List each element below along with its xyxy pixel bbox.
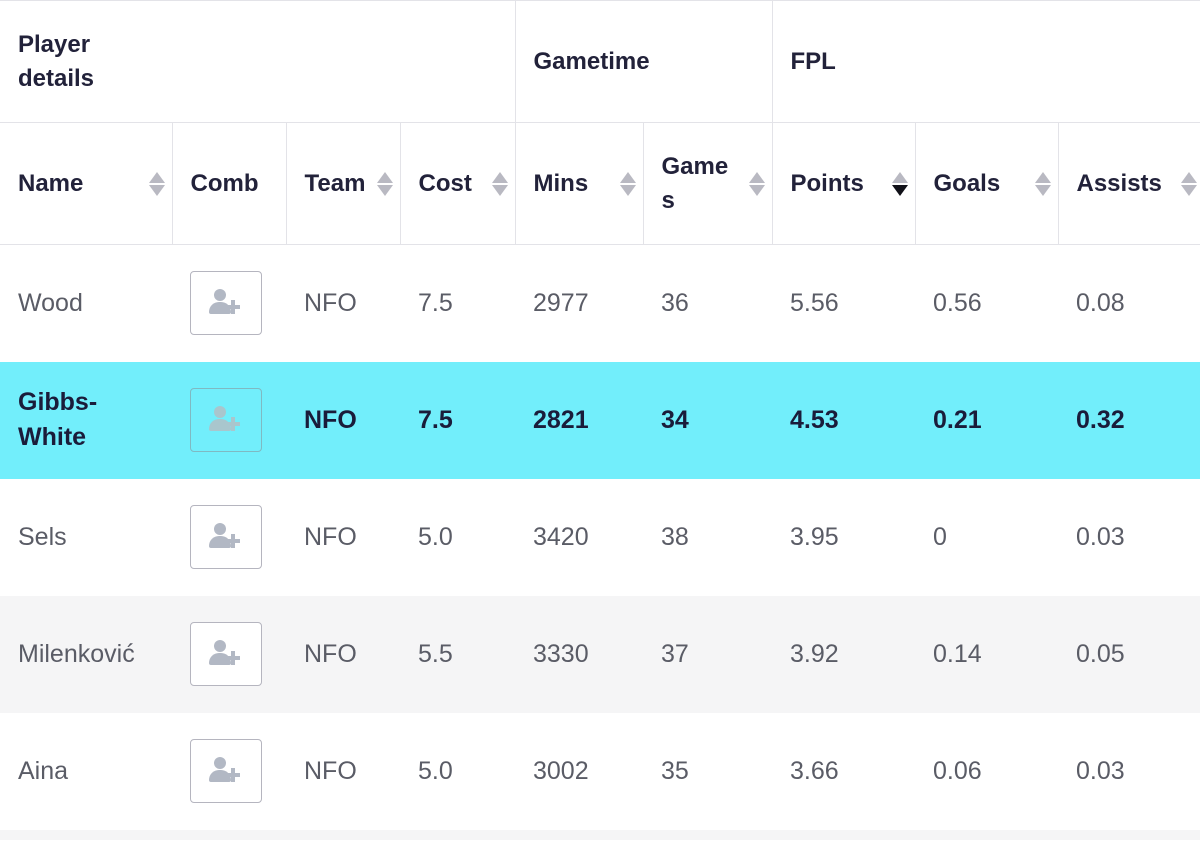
- col-header-games[interactable]: Games: [643, 122, 773, 245]
- user-plus-icon: [209, 640, 243, 668]
- cell-name-text: Gibbs-White: [18, 388, 98, 451]
- cell-team: NFO: [286, 595, 400, 713]
- cell-mins: 3002: [533, 756, 589, 785]
- col-header-points-label: Points: [790, 169, 864, 197]
- cell-team: NFO: [304, 522, 357, 551]
- cell-goals: 0.21: [915, 361, 1058, 479]
- cell-name: Milenković: [0, 595, 172, 713]
- cell-assists: 0.08: [1076, 288, 1125, 317]
- group-fpl: FPL: [772, 0, 1200, 123]
- cell-games: 34: [643, 361, 772, 479]
- table-row-highlighted[interactable]: Gibbs-White NFO 7.5 2821 34 4.53 0.21 0.…: [0, 361, 1200, 479]
- col-header-mins-label: Mins: [533, 169, 589, 197]
- cell-assists: 0.03: [1076, 756, 1125, 785]
- add-to-comb-button[interactable]: [190, 739, 262, 803]
- sort-arrows-icon[interactable]: [1034, 170, 1052, 198]
- sort-arrows-icon[interactable]: [619, 170, 637, 198]
- cell-comb: [172, 245, 286, 362]
- cell-name: Gibbs-White: [0, 361, 172, 479]
- table-row[interactable]: Wood NFO 7.5 2977 36 5.56 0.56 0.08: [0, 245, 1200, 362]
- col-header-mins[interactable]: Mins: [515, 122, 644, 245]
- cell-name: Sels: [18, 522, 67, 551]
- cell-cost: 5.0: [418, 522, 453, 551]
- sort-arrows-icon[interactable]: [376, 170, 394, 198]
- sort-arrows-icon[interactable]: [491, 170, 509, 198]
- col-header-assists[interactable]: Assists: [1058, 122, 1200, 245]
- col-header-points[interactable]: Points: [772, 122, 916, 245]
- sort-arrows-icon[interactable]: [1180, 170, 1198, 198]
- col-header-name-label: Name: [18, 169, 84, 197]
- cell-mins: 3420: [533, 522, 589, 551]
- cell-name: Aina: [18, 756, 69, 785]
- cell-games: 38: [661, 522, 689, 551]
- group-header-row: Player details Gametime FPL: [0, 0, 1200, 123]
- col-header-goals-label: Goals: [933, 169, 1001, 197]
- group-player-details: Player details: [0, 0, 516, 123]
- cell-goals: 0: [933, 522, 947, 551]
- cell-comb: [172, 713, 286, 830]
- user-plus-icon: [209, 289, 243, 317]
- group-fpl-label: FPL: [790, 47, 836, 75]
- cell-assists: 0.03: [1076, 522, 1125, 551]
- add-to-comb-button[interactable]: [190, 271, 262, 336]
- cell-comb: [172, 595, 286, 713]
- col-header-goals[interactable]: Goals: [915, 122, 1059, 245]
- cell-games: 37: [643, 595, 772, 713]
- group-gametime-label: Gametime: [533, 47, 650, 75]
- cell-points: 4.53: [772, 361, 915, 479]
- cell-cost: 7.5: [400, 361, 515, 479]
- user-plus-icon: [209, 757, 243, 785]
- cell-mins: 3330: [515, 595, 643, 713]
- cell-points: 3.92: [772, 595, 915, 713]
- col-header-cost-label: Cost: [418, 169, 472, 197]
- cell-assists: 0.32: [1058, 361, 1200, 479]
- cell-points: 3.95: [790, 522, 839, 551]
- cell-points: 5.56: [790, 288, 839, 317]
- next-row-edge: [0, 829, 1200, 840]
- cell-team: NFO: [286, 361, 400, 479]
- cell-cost: 7.5: [418, 288, 453, 317]
- table-row[interactable]: Aina NFO 5.0 3002 35 3.66 0.06 0.03: [0, 713, 1200, 830]
- table-row[interactable]: Sels NFO 5.0 3420 38 3.95 0 0.03: [0, 479, 1200, 596]
- sort-desc-icon[interactable]: [891, 170, 909, 198]
- table-row[interactable]: Milenković NFO 5.5 3330 37 3.92 0.14 0.0…: [0, 595, 1200, 713]
- cell-comb: [172, 479, 286, 596]
- sort-arrows-icon[interactable]: [148, 170, 166, 198]
- cell-goals: 0.56: [933, 288, 982, 317]
- user-plus-icon: [209, 523, 243, 551]
- col-header-name[interactable]: Name: [0, 122, 173, 245]
- cell-team: NFO: [304, 288, 357, 317]
- cell-mins: 2977: [533, 288, 589, 317]
- cell-goals: 0.14: [915, 595, 1058, 713]
- sort-arrows-icon[interactable]: [748, 170, 766, 198]
- col-header-comb-label: Comb: [190, 169, 259, 197]
- cell-cost: 5.0: [418, 756, 453, 785]
- add-to-comb-button[interactable]: [190, 505, 262, 569]
- cell-comb: [172, 361, 286, 479]
- group-gametime: Gametime: [515, 0, 773, 123]
- col-header-comb: Comb: [172, 122, 287, 245]
- cell-games: 36: [661, 288, 689, 317]
- col-header-games-label: Games: [661, 152, 729, 214]
- cell-assists: 0.05: [1058, 595, 1200, 713]
- col-header-assists-label: Assists: [1076, 169, 1162, 197]
- cell-name: Wood: [18, 288, 83, 317]
- col-header-team-label: Team: [304, 169, 366, 197]
- cell-points: 3.66: [790, 756, 839, 785]
- cell-games: 35: [661, 756, 689, 785]
- group-player-details-label: Player details: [18, 30, 95, 92]
- col-header-cost[interactable]: Cost: [400, 122, 516, 245]
- cell-goals: 0.06: [933, 756, 982, 785]
- add-to-comb-button[interactable]: [190, 622, 262, 686]
- column-header-row: Name Comb Team Cost Mins Games: [0, 122, 1200, 245]
- add-to-comb-button[interactable]: [190, 388, 262, 452]
- user-plus-icon: [209, 406, 243, 434]
- col-header-team[interactable]: Team: [286, 122, 401, 245]
- cell-cost: 5.5: [400, 595, 515, 713]
- cell-team: NFO: [304, 756, 357, 785]
- cell-mins: 2821: [515, 361, 643, 479]
